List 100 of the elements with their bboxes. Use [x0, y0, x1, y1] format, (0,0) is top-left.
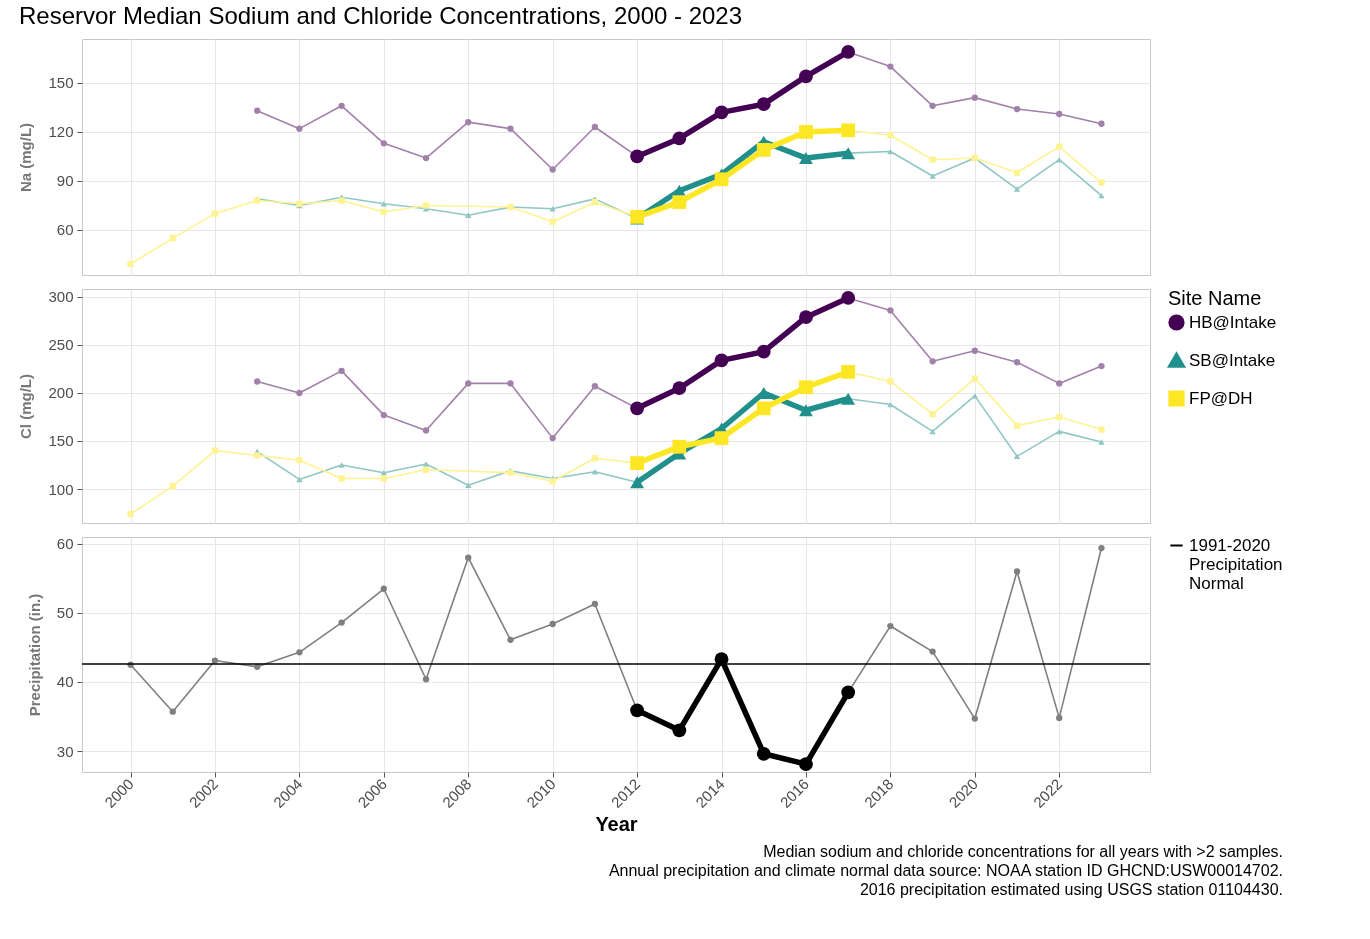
point: [714, 172, 729, 187]
point: [338, 102, 345, 109]
y-tick-label: 120: [48, 123, 74, 141]
y-axis-title: Precipitation (in.): [25, 593, 43, 717]
point: [841, 123, 856, 138]
point: [169, 234, 176, 242]
point: [591, 123, 599, 131]
point: [799, 310, 813, 325]
point: [338, 619, 345, 626]
point: [1013, 359, 1021, 366]
point: [971, 94, 978, 101]
point: [422, 676, 430, 683]
point: [1013, 169, 1021, 176]
y-tick-label: 150: [48, 432, 74, 450]
text: Annual precipitation and climate normal data source: NOAA station ID GHCND:USW00014702.: [608, 862, 1283, 880]
legend-title: Site Name: [1168, 287, 1262, 309]
legend-label: FP@DH: [1189, 388, 1253, 408]
y-tick-label: 30: [56, 742, 74, 760]
chart-title: Reservor Median Sodium and Chloride Concentrations, 2000 - 2023: [18, 2, 743, 29]
point: [211, 657, 219, 664]
point: [929, 173, 936, 179]
point: [591, 600, 599, 608]
point: [211, 447, 219, 454]
point: [422, 427, 430, 434]
point: [630, 149, 644, 164]
point: [1056, 413, 1063, 421]
x-axis-title: Year: [595, 812, 638, 835]
point: [127, 260, 134, 268]
point: [465, 118, 472, 126]
point: [929, 410, 936, 418]
point: [1056, 110, 1063, 118]
point: [1013, 422, 1021, 429]
point: [887, 307, 894, 314]
point: [549, 434, 556, 442]
point: [841, 147, 856, 160]
point: [549, 218, 556, 225]
y-tick-label: 300: [48, 288, 74, 306]
point: [422, 461, 430, 467]
point: [672, 195, 687, 210]
point: [799, 69, 813, 84]
point: [1013, 105, 1021, 113]
y-tick-label: 200: [48, 384, 74, 402]
point: [1013, 186, 1021, 192]
point: [422, 466, 430, 473]
point: [591, 455, 599, 462]
point: [887, 132, 894, 139]
point: [756, 97, 771, 112]
y-tick-label: 50: [56, 604, 74, 622]
point: [254, 452, 261, 459]
y-tick-label: 150: [48, 74, 74, 92]
text: 2016 precipitation estimated using USGS station 01104430.: [859, 881, 1283, 899]
point: [254, 378, 261, 385]
point: [841, 685, 856, 700]
point: [507, 636, 514, 644]
point: [465, 212, 472, 218]
y-tick-label: 90: [56, 172, 74, 190]
point: [338, 197, 345, 204]
point: [1013, 453, 1021, 460]
point: [714, 431, 729, 446]
point: [465, 482, 472, 488]
point: [756, 401, 771, 416]
point: [887, 401, 894, 408]
point: [591, 199, 599, 206]
point: [380, 208, 387, 216]
y-axis-title: Na (mg/L): [17, 122, 35, 193]
legend-label: 1991-2020 Precipitation Normal: [1189, 535, 1283, 593]
point: [127, 510, 134, 518]
y-tick-label: 250: [48, 336, 74, 354]
point: [887, 378, 894, 385]
point: [296, 476, 303, 483]
point: [254, 107, 261, 114]
point: [1098, 192, 1105, 199]
point: [756, 143, 771, 157]
point: [591, 383, 599, 390]
point: [296, 389, 303, 397]
point: [338, 475, 345, 482]
point: [799, 380, 813, 395]
point: [672, 439, 687, 454]
point: [1098, 439, 1105, 445]
point: [799, 757, 813, 772]
point: [380, 475, 387, 482]
point: [672, 131, 687, 146]
point: [507, 125, 514, 132]
point: [211, 210, 219, 217]
point: [169, 482, 176, 490]
point: [971, 393, 978, 399]
y-axis-title: Cl (mg/L): [17, 374, 35, 439]
point: [380, 411, 387, 419]
point: [1056, 714, 1063, 722]
point: [841, 392, 856, 405]
point: [1056, 380, 1063, 387]
point: [929, 648, 936, 655]
point: [971, 347, 978, 354]
point: [169, 708, 176, 715]
point: [887, 148, 894, 155]
point: [1013, 568, 1021, 575]
point: [465, 554, 472, 561]
point: [841, 364, 856, 379]
point: [549, 166, 556, 173]
point: [929, 102, 936, 109]
